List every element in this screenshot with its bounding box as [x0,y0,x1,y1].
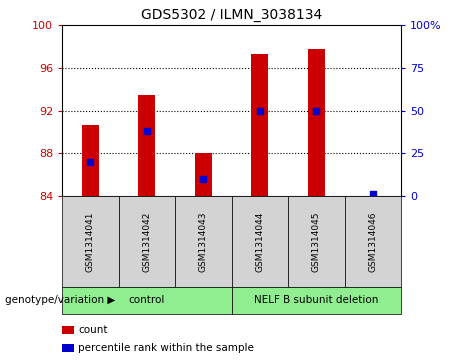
Bar [251,54,268,196]
Text: control: control [129,295,165,305]
Text: NELF B subunit deletion: NELF B subunit deletion [254,295,378,305]
Title: GDS5302 / ILMN_3038134: GDS5302 / ILMN_3038134 [141,8,322,22]
Bar [62,287,231,314]
Bar [175,196,231,287]
Point [369,191,377,197]
Point [143,128,151,134]
Text: GSM1314044: GSM1314044 [255,211,265,272]
Text: GSM1314043: GSM1314043 [199,211,208,272]
Bar [308,49,325,196]
Bar [231,287,401,314]
Bar [195,153,212,196]
Text: GSM1314046: GSM1314046 [368,211,378,272]
Bar [344,196,401,287]
Text: genotype/variation ▶: genotype/variation ▶ [5,295,115,305]
Bar [138,95,155,196]
Text: GSM1314041: GSM1314041 [86,211,95,272]
Point [313,108,320,114]
Text: GSM1314045: GSM1314045 [312,211,321,272]
Bar [62,196,118,287]
Point [256,108,264,114]
Bar [288,196,344,287]
Point [200,176,207,182]
Bar [118,196,175,287]
Text: count: count [78,325,108,335]
Text: percentile rank within the sample: percentile rank within the sample [78,343,254,354]
Bar [82,125,99,196]
Point [87,159,94,165]
Text: GSM1314042: GSM1314042 [142,211,152,272]
Bar [231,196,288,287]
